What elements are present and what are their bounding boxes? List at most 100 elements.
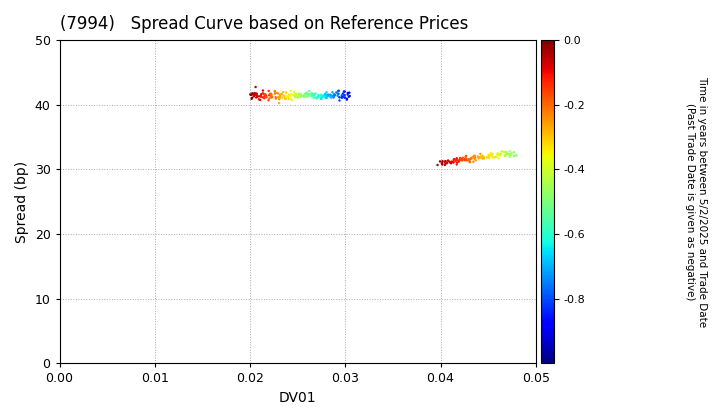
Point <box>274 92 286 99</box>
Point <box>283 96 294 102</box>
Point <box>323 91 334 98</box>
Point <box>254 97 266 103</box>
Point <box>301 89 312 96</box>
Point <box>309 92 320 99</box>
Point <box>271 89 282 96</box>
Point <box>253 96 265 103</box>
Point <box>261 94 272 100</box>
Point <box>439 161 451 168</box>
Point <box>269 88 281 95</box>
Point <box>508 149 520 155</box>
Point <box>339 88 351 95</box>
Point <box>493 155 505 162</box>
Point <box>464 158 475 165</box>
Point <box>485 150 497 156</box>
Point <box>266 90 277 97</box>
Point <box>492 150 503 157</box>
Point <box>455 155 467 162</box>
Point <box>328 93 340 100</box>
Point <box>500 151 511 158</box>
Point <box>475 154 487 160</box>
Point <box>274 94 285 100</box>
Point <box>451 157 463 163</box>
Point <box>274 94 285 101</box>
Point <box>451 156 463 163</box>
Point <box>301 93 312 100</box>
Point <box>309 91 320 98</box>
Point <box>280 89 292 96</box>
Point <box>343 93 354 100</box>
Point <box>341 95 353 102</box>
Point <box>450 157 462 163</box>
Point <box>439 162 451 168</box>
Point <box>259 92 271 99</box>
Point <box>330 89 342 96</box>
Point <box>266 93 278 100</box>
Point <box>306 92 318 98</box>
Point <box>320 93 331 100</box>
Point <box>439 158 451 165</box>
Point <box>294 94 306 100</box>
Point <box>469 152 480 159</box>
Point <box>464 156 475 163</box>
Point <box>303 91 315 98</box>
Point <box>251 92 263 99</box>
Point <box>462 157 474 164</box>
Point <box>301 89 312 96</box>
Point <box>265 93 276 100</box>
Point <box>305 93 317 100</box>
Point <box>288 89 300 95</box>
Point <box>312 94 323 101</box>
Point <box>443 158 454 165</box>
Point <box>342 91 354 98</box>
Point <box>249 91 261 98</box>
Point <box>339 94 351 101</box>
Point <box>464 156 476 163</box>
Point <box>266 94 277 101</box>
Point <box>333 97 345 104</box>
Point <box>296 93 307 100</box>
Point <box>253 93 265 100</box>
Point <box>327 89 338 96</box>
Point <box>459 157 471 163</box>
Point <box>343 89 355 96</box>
Point <box>292 94 303 100</box>
Point <box>342 89 354 96</box>
Point <box>483 155 495 161</box>
Point <box>465 155 477 161</box>
Point <box>508 152 520 159</box>
Point <box>312 94 323 100</box>
Point <box>481 154 492 161</box>
Point <box>279 93 291 100</box>
Point <box>333 94 345 100</box>
Point <box>332 90 343 97</box>
Point <box>302 92 314 99</box>
Point <box>322 93 333 100</box>
Point <box>280 90 292 97</box>
Point <box>464 159 476 165</box>
Point <box>483 154 495 160</box>
Point <box>276 94 288 101</box>
Point <box>496 148 508 155</box>
Point <box>246 95 257 102</box>
Point <box>499 152 510 159</box>
Point <box>293 90 305 97</box>
Point <box>328 91 340 97</box>
Point <box>307 92 318 99</box>
Point <box>487 155 498 161</box>
Point <box>274 92 286 98</box>
Point <box>332 92 343 99</box>
Point <box>492 152 504 158</box>
Y-axis label: Time in years between 5/2/2025 and Trade Date
(Past Trade Date is given as negat: Time in years between 5/2/2025 and Trade… <box>685 76 707 327</box>
Point <box>298 94 310 100</box>
Point <box>307 91 318 97</box>
Point <box>460 154 472 160</box>
Point <box>476 154 487 160</box>
Point <box>469 153 480 160</box>
Point <box>474 154 486 160</box>
Point <box>272 94 284 101</box>
Point <box>251 90 262 97</box>
Point <box>321 94 333 101</box>
Point <box>300 90 312 97</box>
Point <box>318 92 329 99</box>
